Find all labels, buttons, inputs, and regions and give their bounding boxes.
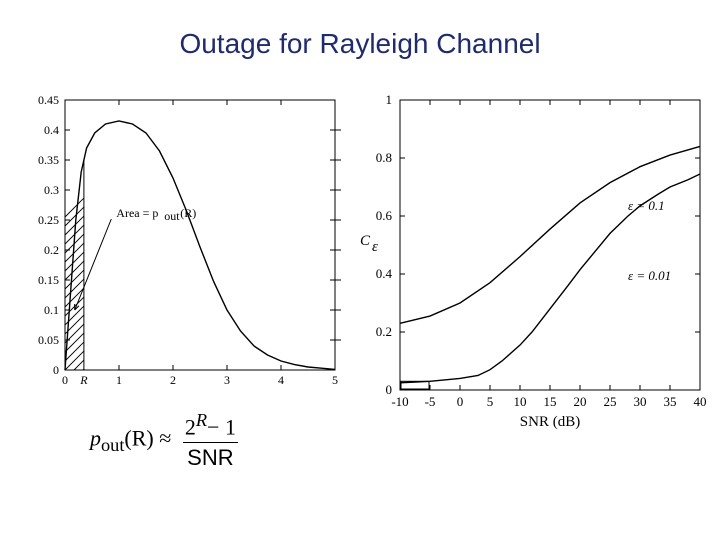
svg-text:0: 0 xyxy=(62,373,68,387)
svg-text:-5: -5 xyxy=(425,394,436,409)
svg-text:3: 3 xyxy=(224,373,230,387)
svg-text:15: 15 xyxy=(544,394,557,409)
svg-text:0.4: 0.4 xyxy=(376,266,393,281)
svg-text:35: 35 xyxy=(664,394,677,409)
svg-text:0.3: 0.3 xyxy=(44,183,59,197)
svg-text:0.45: 0.45 xyxy=(38,93,59,107)
svg-text:0.35: 0.35 xyxy=(38,153,59,167)
svg-text:0.6: 0.6 xyxy=(376,208,393,223)
svg-text:5: 5 xyxy=(332,373,338,387)
svg-text:30: 30 xyxy=(634,394,647,409)
svg-text:R: R xyxy=(79,373,88,387)
svg-text:ε: ε xyxy=(372,239,378,255)
svg-text:1: 1 xyxy=(116,373,122,387)
outage-formula: pout(R) ≈ 2R− 1 SNR xyxy=(90,410,238,471)
svg-text:0.1: 0.1 xyxy=(44,303,59,317)
svg-text:C: C xyxy=(360,233,371,249)
left-chart: 0 0.05 0.1 0.15 0.2 0.25 0.3 0.35 0.4 0.45 0 1 2 3 4 5 R… xyxy=(20,90,350,400)
svg-text:0: 0 xyxy=(457,394,464,409)
svg-text:(R): (R) xyxy=(180,206,196,220)
svg-text:5: 5 xyxy=(487,394,494,409)
svg-text:0.2: 0.2 xyxy=(376,324,392,339)
svg-text:SNR (dB): SNR (dB) xyxy=(520,414,580,430)
svg-text:ε = 0.1: ε = 0.1 xyxy=(628,198,665,213)
svg-text:ε = 0.01: ε = 0.01 xyxy=(628,268,671,283)
svg-text:Area = p: Area = p xyxy=(116,206,158,220)
svg-text:0.15: 0.15 xyxy=(38,273,59,287)
svg-text:1: 1 xyxy=(386,92,393,107)
svg-text:-10: -10 xyxy=(391,394,408,409)
svg-text:0.05: 0.05 xyxy=(38,333,59,347)
svg-text:out: out xyxy=(164,209,180,223)
svg-text:0: 0 xyxy=(53,363,59,377)
svg-text:20: 20 xyxy=(574,394,587,409)
svg-text:25: 25 xyxy=(604,394,617,409)
page-title: Outage for Rayleigh Channel xyxy=(0,0,720,60)
svg-text:2: 2 xyxy=(170,373,176,387)
svg-text:0.4: 0.4 xyxy=(44,123,59,137)
svg-text:40: 40 xyxy=(694,394,707,409)
svg-text:0.2: 0.2 xyxy=(44,243,59,257)
svg-text:10: 10 xyxy=(514,394,527,409)
svg-text:0.25: 0.25 xyxy=(38,213,59,227)
svg-text:0.8: 0.8 xyxy=(376,150,392,165)
svg-text:4: 4 xyxy=(278,373,284,387)
right-chart: 00.20.40.60.81-10-50510152025303540CεSNR… xyxy=(355,90,715,450)
